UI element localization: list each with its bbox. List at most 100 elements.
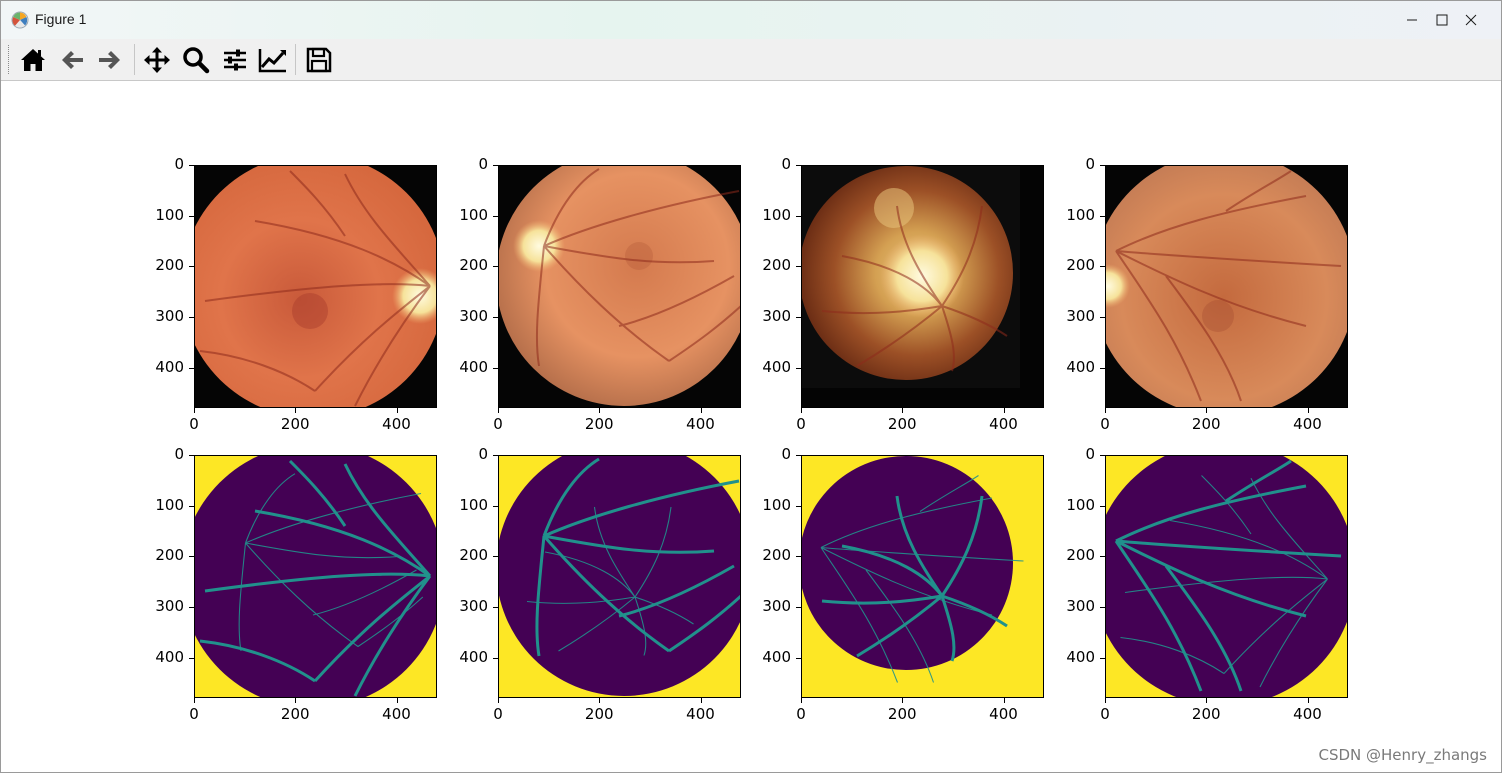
x-tick-label: 400 [382, 415, 411, 433]
x-tick-mark [1307, 698, 1309, 703]
y-tick-label: 400 [459, 647, 488, 666]
y-tick-label: 100 [762, 495, 791, 514]
x-tick-mark [498, 698, 499, 703]
y-tick-label: 300 [459, 306, 488, 325]
x-tick-label: 400 [989, 415, 1018, 433]
fundus-image [195, 166, 436, 407]
y-tick-mark [1100, 606, 1105, 608]
fundus-image [499, 166, 740, 407]
vessel-mask-image [1106, 456, 1347, 697]
y-tick-mark [493, 606, 498, 608]
subplots-button[interactable] [219, 44, 251, 76]
edit-axis-icon [258, 49, 286, 73]
x-tick-mark [194, 698, 195, 703]
x-tick-label: 400 [1293, 415, 1322, 433]
x-tick-mark [396, 698, 398, 703]
y-tick-label: 100 [1066, 495, 1095, 514]
fundus-image-axes[interactable] [498, 165, 741, 408]
y-tick-mark [796, 505, 801, 507]
y-tick-mark [1100, 316, 1105, 318]
y-tick-label: 0 [478, 155, 488, 173]
x-tick-mark [1206, 698, 1208, 703]
y-tick-mark [493, 316, 498, 318]
y-tick-mark [493, 215, 498, 217]
x-tick-label: 200 [280, 415, 310, 433]
title-bar[interactable]: Figure 1 [1, 1, 1501, 39]
vessel-mask-axes[interactable] [498, 455, 741, 698]
fundus-image-axes[interactable] [1105, 165, 1348, 408]
vessel-mask-axes[interactable] [194, 455, 437, 698]
figure-canvas[interactable]: 0 100 200 300 400 0 200 400 0 100 200 300 400 0 200 400… [1, 81, 1501, 772]
y-tick-mark [189, 165, 194, 166]
x-tick-mark [1307, 408, 1309, 413]
y-tick-mark [1100, 165, 1105, 166]
y-tick-label: 0 [478, 445, 488, 463]
y-tick-label: 0 [781, 155, 791, 173]
y-tick-mark [796, 367, 801, 369]
zoom-button[interactable] [180, 44, 212, 76]
x-tick-mark [295, 698, 297, 703]
y-tick-mark [796, 455, 801, 456]
y-tick-label: 200 [459, 256, 488, 275]
x-tick-label: 0 [796, 415, 806, 433]
y-tick-mark [1100, 556, 1105, 558]
y-tick-mark [189, 455, 194, 456]
x-tick-label: 200 [1191, 415, 1221, 433]
y-tick-mark [1100, 505, 1105, 507]
vessel-mask-axes[interactable] [1105, 455, 1348, 698]
x-tick-label: 0 [189, 705, 199, 723]
window-title: Figure 1 [35, 11, 87, 27]
x-tick-mark [295, 408, 297, 413]
x-tick-label: 200 [1191, 705, 1221, 723]
save-button[interactable] [303, 44, 335, 76]
x-tick-mark [1003, 408, 1005, 413]
forward-button[interactable] [94, 44, 126, 76]
vessel-mask-image [802, 456, 1043, 697]
y-tick-label: 300 [155, 306, 184, 325]
vessel-mask-axes[interactable] [801, 455, 1044, 698]
y-tick-label: 200 [762, 546, 791, 565]
y-tick-mark [1100, 367, 1105, 369]
x-tick-mark [194, 408, 195, 413]
pan-button[interactable] [141, 44, 173, 76]
x-tick-mark [700, 408, 702, 413]
fundus-image-axes[interactable] [194, 165, 437, 408]
x-tick-label: 200 [280, 705, 310, 723]
x-tick-mark [1105, 408, 1106, 413]
minimize-button[interactable] [1383, 1, 1441, 39]
y-tick-mark [493, 367, 498, 369]
y-tick-mark [1100, 455, 1105, 456]
y-tick-label: 200 [155, 256, 184, 275]
y-tick-mark [796, 266, 801, 268]
y-tick-mark [189, 606, 194, 608]
y-tick-mark [796, 165, 801, 166]
back-button[interactable] [56, 44, 88, 76]
x-tick-label: 0 [493, 415, 503, 433]
close-button[interactable] [1442, 1, 1500, 39]
maximize-button[interactable] [1384, 1, 1448, 39]
x-tick-mark [1105, 698, 1106, 703]
edit-axis-button[interactable] [257, 44, 289, 76]
y-tick-mark [796, 657, 801, 659]
y-tick-label: 100 [762, 205, 791, 224]
y-tick-label: 200 [1066, 256, 1095, 275]
y-tick-label: 100 [1066, 205, 1095, 224]
home-icon [21, 49, 45, 71]
y-tick-mark [189, 657, 194, 659]
x-tick-mark [599, 698, 601, 703]
y-tick-label: 200 [155, 546, 184, 565]
maximize-icon [1436, 14, 1448, 26]
vessel-mask-image [195, 456, 436, 697]
x-tick-label: 200 [584, 415, 614, 433]
x-tick-mark [396, 408, 398, 413]
x-tick-mark [498, 408, 499, 413]
matplotlib-app-icon [11, 11, 29, 29]
y-tick-label: 300 [459, 596, 488, 615]
x-tick-label: 0 [796, 705, 806, 723]
y-tick-mark [1100, 266, 1105, 268]
minimize-icon [1407, 19, 1417, 21]
y-tick-label: 200 [1066, 546, 1095, 565]
home-button[interactable] [17, 44, 49, 76]
y-tick-label: 400 [155, 357, 184, 376]
fundus-image-axes[interactable] [801, 165, 1044, 408]
